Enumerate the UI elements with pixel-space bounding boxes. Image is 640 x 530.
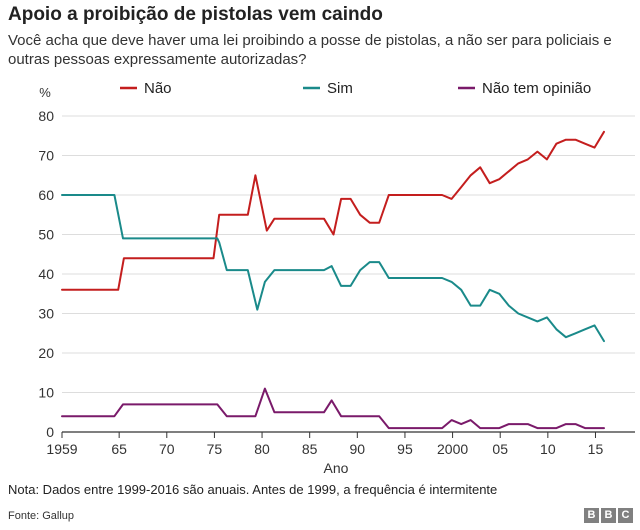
x-tick-label: 75 [207,441,223,457]
y-tick-label: 10 [38,385,54,401]
legend: Não Sim Não tem opinião [120,80,591,97]
x-tick-label: 10 [540,441,556,457]
x-tick-label: 1959 [46,441,77,457]
y-tick-label: 80 [38,108,54,124]
x-tick-label: 2000 [437,441,468,457]
y-axis: 0 10 20 30 40 50 60 70 80% [38,85,54,440]
y-tick-label: 20 [38,345,54,361]
y-axis-label: % [39,85,51,100]
chart-subtitle: Você acha que deve haver uma lei proibin… [8,32,612,68]
x-tick-label: 05 [492,441,508,457]
y-tick-label: 40 [38,266,54,282]
gridlines [62,115,635,433]
y-tick-label: 50 [38,227,54,243]
series-line-n-o-tem-opini-o [61,387,605,430]
x-axis-label: Ano [324,460,349,476]
series-line-n-o [61,130,605,291]
footnote: Nota: Dados entre 1999-2016 são anuais. … [8,482,498,497]
x-tick-label: 85 [302,441,318,457]
y-tick-label: 70 [38,148,54,164]
series-line-sim [61,194,605,343]
y-tick-label: 30 [38,306,54,322]
legend-label: Não tem opinião [482,80,591,97]
x-tick-label: 95 [397,441,413,457]
bbc-logo: B B C [584,508,633,523]
chart-title: Apoio a proibição de pistolas vem caindo [8,4,383,25]
y-tick-label: 0 [46,424,54,440]
x-tick-label: 70 [159,441,175,457]
x-axis: 1959 65 70 75 80 85 90 95 2000 05 10 15 Ano [46,432,603,476]
x-tick-label: 90 [350,441,366,457]
logo-letter: B [601,508,616,523]
x-tick-label: 80 [254,441,270,457]
logo-letter: B [584,508,599,523]
series-lines [61,130,605,430]
x-tick-label: 15 [588,441,604,457]
legend-label: Sim [327,80,353,97]
x-tick-label: 65 [111,441,127,457]
y-tick-label: 60 [38,187,54,203]
legend-label: Não [144,80,172,97]
source-text: Fonte: Gallup [8,510,75,522]
logo-letter: C [618,508,633,523]
